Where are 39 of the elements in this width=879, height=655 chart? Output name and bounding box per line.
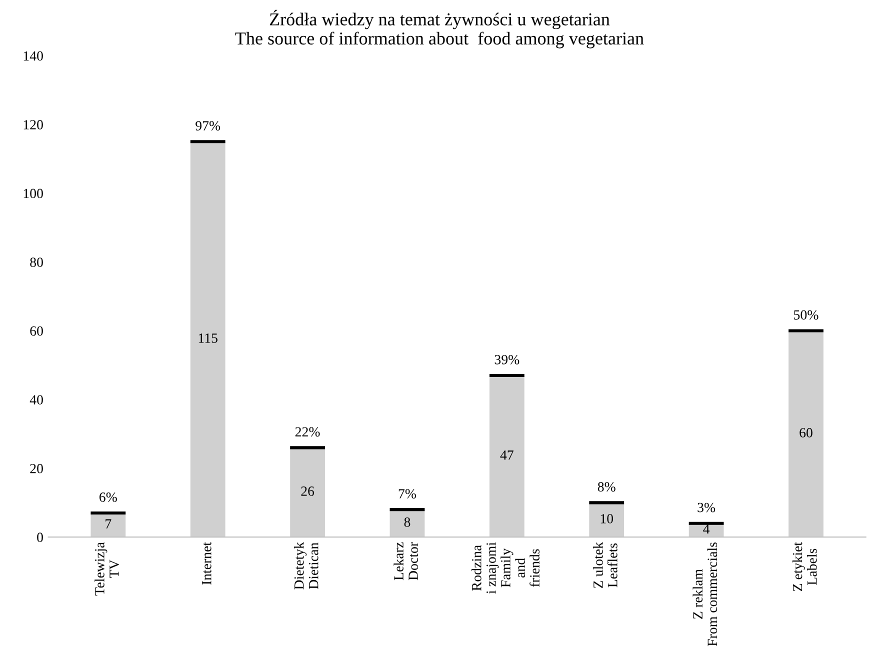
y-tick-label: 80 [30,258,43,267]
y-tick-label: 20 [30,464,43,474]
y-tick-label: 40 [30,395,43,405]
data-label: 8 [404,517,410,527]
x-tick-label: Internet [202,542,212,585]
data-label: 7 [106,519,112,528]
annotation: 7% [398,489,416,498]
bar [489,375,524,538]
data-label: 115 [198,334,218,343]
y-tick-label: 140 [24,51,43,61]
bar [788,330,824,538]
bar [589,502,624,538]
x-tick-label: Telewizja TV [94,542,119,596]
annotation: 6% [100,492,117,502]
annotation: 3% [698,502,716,512]
annotation: 22% [295,427,320,437]
x-tick-label: Z ulotek Leaflets [593,542,618,588]
x-tick-label: Rodzina i znajomi Family and friends [472,542,540,594]
x-tick-label: Dietetyk Dietican [294,542,318,590]
bar [190,142,226,538]
x-tick-label: Lekarz Doctor [394,542,418,580]
x-tick-label: Z reklam From commercials [692,542,718,646]
data-label: 47 [500,450,514,460]
annotation: 39% [494,354,520,364]
data-label: 26 [301,486,314,496]
bar [90,513,126,538]
data-label: 60 [800,428,812,438]
y-tick-label: 120 [24,120,43,130]
y-tick-label: 60 [30,326,43,336]
data-label: 4 [703,524,710,534]
chart-title: Źródła wiedzy na temat żywności u wegetarian The source of information about food among vegetarian [235,10,644,48]
y-tick-label: 0 [37,532,43,542]
annotation: 97% [196,121,220,131]
annotation: 8% [598,482,616,492]
data-label: 10 [600,514,614,524]
annotation: 50% [794,310,818,320]
x-tick-label: Z etykiet Labels [792,542,817,592]
bar [290,448,325,538]
y-tick-label: 100 [24,188,43,198]
